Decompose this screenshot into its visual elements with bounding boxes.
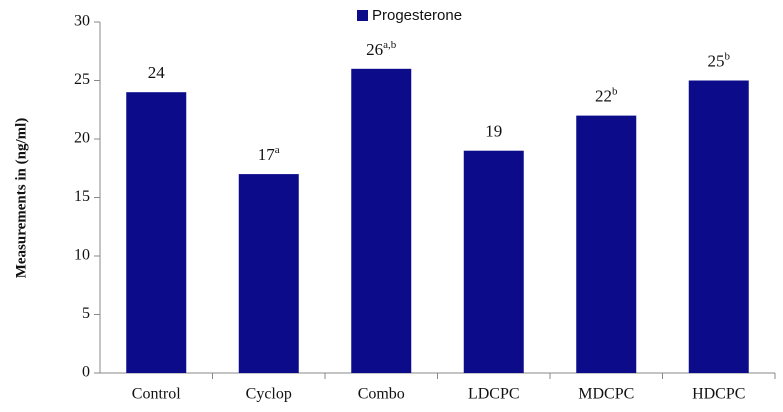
y-tick-label: 0 bbox=[82, 364, 90, 381]
x-tick-label: MDCPC bbox=[578, 386, 634, 403]
value-label: 26a,b bbox=[366, 38, 397, 58]
y-tick-label: 5 bbox=[82, 305, 90, 322]
value-label-superscript: a bbox=[275, 144, 280, 156]
y-tick-label: 25 bbox=[74, 71, 90, 88]
value-label: 17a bbox=[258, 144, 280, 164]
y-tick-label: 30 bbox=[74, 13, 90, 30]
y-tick-label: 10 bbox=[74, 247, 90, 264]
bar bbox=[463, 150, 524, 373]
value-label-number: 25 bbox=[708, 51, 725, 70]
legend-label: Progesterone bbox=[372, 7, 462, 24]
legend-swatch bbox=[357, 10, 368, 21]
value-label-number: 26 bbox=[366, 40, 383, 59]
x-tick-label: Combo bbox=[358, 386, 405, 403]
x-tick-label: Control bbox=[132, 386, 181, 403]
value-label-number: 17 bbox=[258, 145, 276, 164]
value-label: 24 bbox=[148, 63, 166, 82]
x-tick-label: LDCPC bbox=[468, 386, 520, 403]
value-label-number: 19 bbox=[485, 122, 502, 141]
bar bbox=[238, 174, 299, 373]
value-label-superscript: b bbox=[725, 50, 731, 62]
value-label: 19 bbox=[485, 122, 502, 141]
x-tick-label: HDCPC bbox=[692, 386, 745, 403]
y-axis-label: Measurements in (ng/ml) bbox=[13, 118, 29, 279]
value-label-number: 22 bbox=[595, 87, 612, 106]
y-tick-label: 15 bbox=[74, 188, 90, 205]
bar bbox=[351, 68, 412, 374]
value-label: 25b bbox=[708, 50, 731, 70]
bar bbox=[688, 80, 749, 373]
value-label-superscript: a,b bbox=[383, 38, 397, 50]
value-label-superscript: b bbox=[612, 85, 618, 97]
y-tick-label: 20 bbox=[74, 130, 90, 147]
bar bbox=[576, 115, 637, 373]
bar bbox=[126, 92, 187, 373]
x-tick-label: Cyclop bbox=[246, 386, 292, 403]
value-label: 22b bbox=[595, 85, 618, 105]
value-label-number: 24 bbox=[148, 63, 166, 82]
